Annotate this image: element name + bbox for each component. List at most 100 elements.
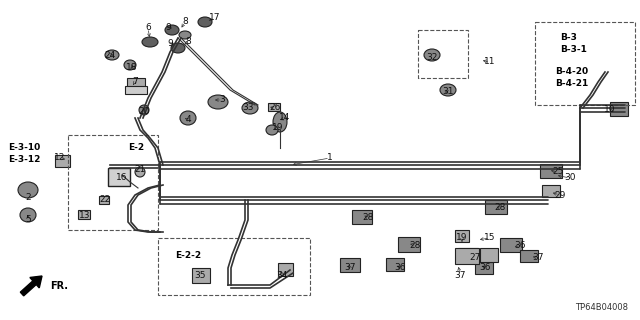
Text: 37: 37 [344, 263, 356, 273]
Ellipse shape [208, 95, 228, 109]
Bar [127, 78, 145, 92]
Bar [268, 103, 280, 111]
Text: B-4-21: B-4-21 [555, 79, 588, 89]
Text: 7: 7 [132, 77, 138, 86]
Text: 8: 8 [182, 18, 188, 27]
Text: 25: 25 [552, 167, 564, 177]
Bar [68, 135, 158, 230]
Text: 15: 15 [484, 234, 496, 243]
Ellipse shape [165, 25, 179, 35]
Bar [520, 250, 538, 262]
Text: 6: 6 [145, 23, 151, 33]
Ellipse shape [198, 17, 212, 27]
Ellipse shape [18, 182, 38, 198]
Bar [340, 258, 360, 272]
Text: 36: 36 [394, 263, 406, 273]
Ellipse shape [273, 112, 287, 132]
Text: 18: 18 [126, 63, 138, 73]
Text: 24: 24 [104, 51, 116, 60]
Text: 32: 32 [426, 53, 438, 62]
Bar [455, 248, 479, 264]
Text: 19: 19 [456, 234, 468, 243]
Ellipse shape [124, 60, 136, 70]
Text: 28: 28 [410, 241, 420, 250]
Bar [610, 102, 628, 116]
FancyArrow shape [20, 276, 42, 296]
Text: 9: 9 [165, 23, 171, 33]
Bar [125, 86, 147, 94]
Bar [458, 248, 478, 261]
Text: FR.: FR. [50, 281, 68, 291]
Bar [192, 268, 210, 283]
Text: 1: 1 [327, 154, 333, 163]
Bar [535, 22, 635, 105]
Text: 16: 16 [116, 173, 128, 182]
Text: 36: 36 [479, 263, 491, 273]
Text: 37: 37 [454, 270, 466, 279]
Ellipse shape [242, 102, 258, 114]
Bar [500, 238, 522, 252]
Bar [540, 164, 562, 178]
Ellipse shape [180, 111, 196, 125]
Bar [78, 210, 90, 219]
Text: TP64B04008: TP64B04008 [575, 303, 628, 312]
Bar [108, 168, 130, 186]
Text: 26: 26 [269, 103, 281, 113]
Bar [418, 30, 468, 78]
Text: 37: 37 [532, 253, 544, 262]
Text: E-3-12: E-3-12 [8, 156, 40, 164]
Bar [386, 258, 404, 271]
Text: 8: 8 [185, 37, 191, 46]
Bar [352, 210, 372, 224]
Text: 5: 5 [25, 215, 31, 225]
Ellipse shape [424, 49, 440, 61]
Text: 30: 30 [564, 173, 576, 182]
Text: 34: 34 [276, 270, 288, 279]
Text: 19: 19 [272, 124, 284, 132]
Bar [99, 196, 109, 204]
Text: B-3: B-3 [560, 34, 577, 43]
Text: 12: 12 [54, 154, 66, 163]
Text: 21: 21 [134, 165, 146, 174]
Ellipse shape [105, 50, 119, 60]
Text: 31: 31 [442, 87, 454, 97]
Ellipse shape [179, 31, 191, 39]
Text: 9: 9 [167, 39, 173, 49]
Ellipse shape [440, 84, 456, 96]
Text: 29: 29 [554, 190, 566, 199]
Ellipse shape [171, 43, 185, 53]
Text: 28: 28 [362, 213, 374, 222]
Text: E-2-2: E-2-2 [175, 251, 201, 260]
Text: 10: 10 [604, 106, 616, 115]
Bar [158, 238, 310, 295]
Text: 14: 14 [279, 114, 291, 123]
Text: 3: 3 [219, 95, 225, 105]
Bar [55, 155, 70, 167]
Bar [455, 230, 469, 242]
Text: 22: 22 [99, 196, 111, 204]
Ellipse shape [266, 125, 278, 135]
Bar [398, 237, 420, 252]
Text: 27: 27 [469, 253, 481, 262]
Text: 33: 33 [243, 103, 253, 113]
Text: B-3-1: B-3-1 [560, 45, 587, 54]
Text: B-4-20: B-4-20 [555, 68, 588, 76]
Text: 17: 17 [209, 13, 221, 22]
Ellipse shape [20, 208, 36, 222]
Circle shape [135, 167, 145, 177]
Bar [542, 185, 560, 197]
Text: 13: 13 [79, 211, 91, 220]
Text: 20: 20 [138, 108, 150, 116]
Text: E-2: E-2 [128, 143, 144, 153]
Ellipse shape [142, 37, 158, 47]
Text: 4: 4 [185, 116, 191, 124]
Text: 35: 35 [195, 270, 205, 279]
Text: 36: 36 [515, 241, 525, 250]
Bar [278, 263, 293, 276]
Text: 2: 2 [25, 193, 31, 202]
Bar [485, 200, 507, 214]
Text: 11: 11 [484, 58, 496, 67]
Text: 28: 28 [494, 204, 506, 212]
Circle shape [139, 105, 149, 115]
Text: E-3-10: E-3-10 [8, 143, 40, 153]
